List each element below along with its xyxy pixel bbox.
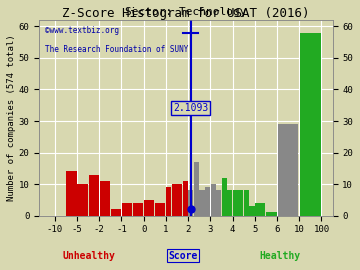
Title: Z-Score Histogram for USAT (2016): Z-Score Histogram for USAT (2016) xyxy=(62,7,310,20)
Bar xyxy=(233,190,238,216)
Bar xyxy=(238,190,243,216)
Bar xyxy=(183,181,188,216)
Bar xyxy=(111,209,121,216)
Text: ©www.textbiz.org: ©www.textbiz.org xyxy=(45,26,119,35)
Bar xyxy=(177,184,182,216)
Bar xyxy=(66,171,77,216)
Bar xyxy=(77,184,87,216)
Bar xyxy=(133,203,143,216)
Bar xyxy=(266,212,276,216)
Bar xyxy=(194,162,199,216)
Text: The Research Foundation of SUNY: The Research Foundation of SUNY xyxy=(45,45,188,55)
Bar xyxy=(300,33,321,216)
Bar xyxy=(172,184,177,216)
Bar xyxy=(211,184,216,216)
Bar xyxy=(188,190,193,216)
Bar xyxy=(89,175,99,216)
Bar xyxy=(222,178,227,216)
Bar xyxy=(122,203,132,216)
Bar xyxy=(100,181,110,216)
Bar xyxy=(244,190,249,216)
Bar xyxy=(278,124,298,216)
Bar xyxy=(255,203,265,216)
Bar xyxy=(205,187,210,216)
Bar xyxy=(144,200,154,216)
Bar xyxy=(227,190,232,216)
Y-axis label: Number of companies (574 total): Number of companies (574 total) xyxy=(7,35,16,201)
Text: Sector: Technology: Sector: Technology xyxy=(125,7,247,17)
Bar xyxy=(166,187,171,216)
Text: 2.1093: 2.1093 xyxy=(173,103,208,113)
Bar xyxy=(249,206,255,216)
Text: Healthy: Healthy xyxy=(259,251,300,261)
Bar xyxy=(216,190,221,216)
Bar xyxy=(155,203,166,216)
Bar xyxy=(199,190,204,216)
Text: Unhealthy: Unhealthy xyxy=(63,251,116,261)
Text: Score: Score xyxy=(168,251,198,261)
